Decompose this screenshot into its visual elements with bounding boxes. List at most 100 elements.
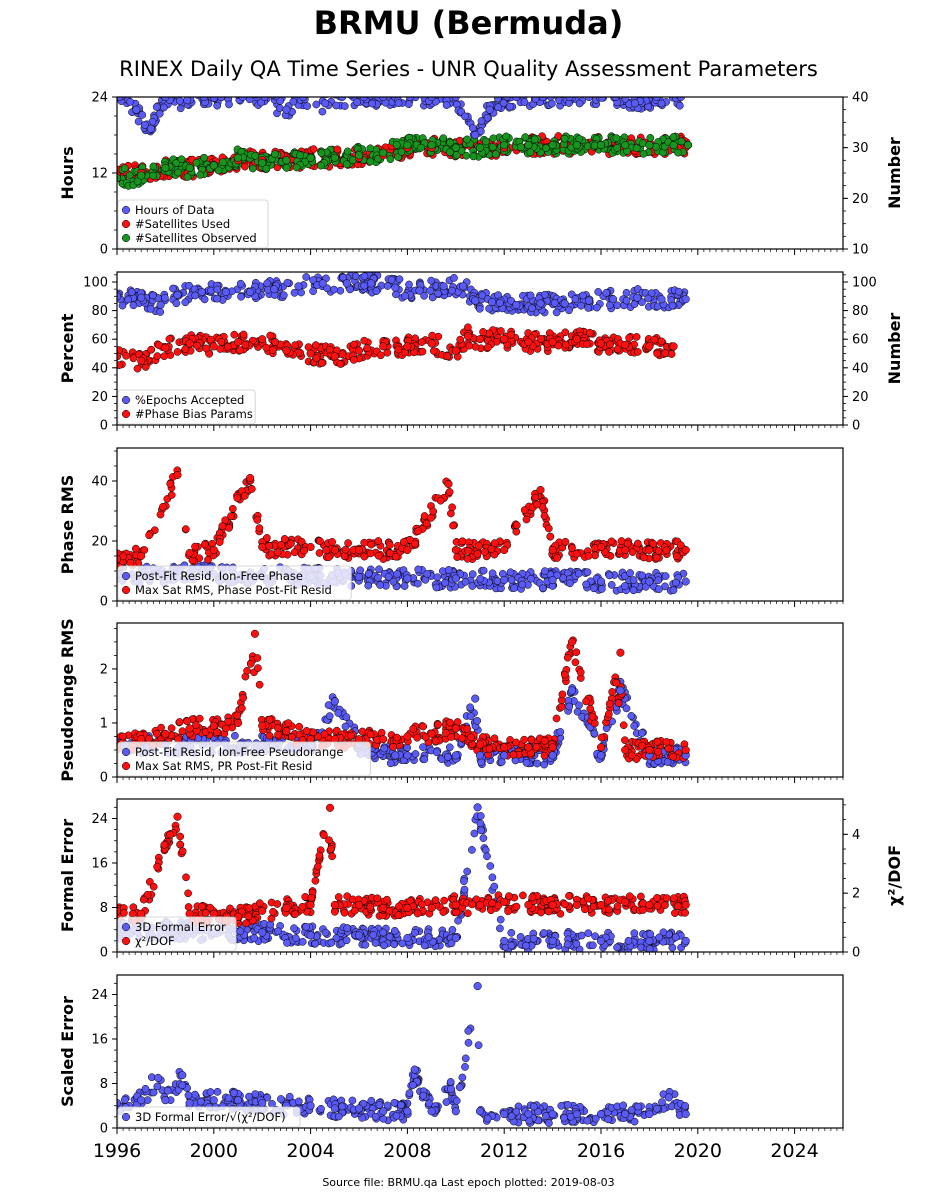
y-tick-label: 20 [91,535,108,550]
chart-title: BRMU (Bermuda) [313,4,624,42]
data-point [233,153,243,162]
data-point [138,111,147,119]
data-point [677,86,684,93]
data-point [477,127,485,136]
data-point [210,97,219,102]
data-point [354,545,364,555]
data-point [228,504,237,513]
legend: %Epochs Accepted#Phase Bias Params [117,389,256,425]
legend-label: #Satellites Used [135,217,230,231]
data-point [125,171,134,180]
data-point [621,745,630,755]
data-point [681,577,690,586]
data-point [471,694,480,703]
data-point [173,470,182,480]
data-point [676,97,685,102]
data-point [496,915,505,924]
data-point [217,97,226,102]
data-point [419,743,427,751]
data-point [152,103,161,111]
data-point [425,86,432,93]
data-point [548,99,556,108]
data-point [536,299,545,308]
data-point [432,748,441,757]
data-point [544,524,553,533]
y-tick-label: 20 [91,390,108,405]
y-tick-label: 24 [91,91,108,106]
data-point [628,97,633,98]
data-point [289,97,298,106]
data-point [475,751,485,760]
legend-marker [121,409,131,419]
legend-label: Max Sat RMS, PR Post-Fit Resid [135,759,312,773]
data-point [518,580,527,589]
data-point [241,162,249,171]
data-point [677,84,684,91]
legend-box [117,741,371,777]
data-point [152,729,161,738]
data-point [629,576,638,584]
data-point [585,328,594,337]
data-point [663,86,670,93]
data-point [427,97,436,102]
data-point [451,574,460,583]
data-point [433,573,442,582]
data-point [209,342,218,351]
data-point [434,720,442,729]
data-point [149,171,158,180]
data-point [632,144,641,153]
data-point [434,289,442,298]
data-point [268,346,277,354]
data-point [431,737,440,746]
data-point [252,85,259,92]
data-point [627,712,636,720]
data-point [241,340,250,349]
data-point [616,88,623,95]
data-point [386,759,395,768]
data-point [427,514,435,522]
data-point [248,164,257,173]
data-point [134,117,143,126]
data-point [379,148,388,157]
data-point [621,545,630,555]
data-point [367,540,376,549]
data-point [340,102,349,110]
data-point [426,286,435,295]
y-tick-label: 0 [100,771,108,786]
data-point [488,873,497,882]
data-point [363,344,372,352]
scatter-cloud [117,84,691,190]
data-point [394,99,403,108]
y-tick-label: 12 [91,167,108,182]
data-point [181,345,190,353]
data-point [349,88,356,95]
data-point [488,297,497,307]
data-point [443,352,452,361]
y2-axis-label: Number [885,313,904,385]
data-point [467,733,475,742]
data-point [614,699,623,707]
data-point [468,582,477,590]
data-point [646,134,655,142]
data-point [375,565,383,574]
data-point [593,303,601,312]
data-point [377,728,386,737]
data-point [449,85,456,92]
data-point [185,281,193,290]
y-tick-label: 60 [91,333,108,348]
data-point [387,275,396,284]
data-point [233,338,243,347]
data-point [368,99,376,108]
data-point [213,294,222,303]
data-point [613,301,622,310]
data-point [620,89,627,96]
data-point [156,510,165,519]
data-point [246,85,253,92]
data-point [607,537,616,546]
data-point [366,730,375,739]
data-point [271,150,279,158]
data-point [379,97,388,102]
data-point [548,743,557,752]
data-point [161,163,170,172]
data-point [532,743,541,751]
